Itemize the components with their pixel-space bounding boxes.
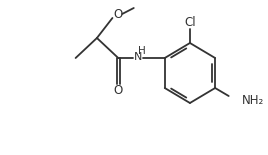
Text: NH₂: NH₂ <box>242 93 265 106</box>
Text: H: H <box>138 46 145 56</box>
Text: Cl: Cl <box>184 16 196 29</box>
Text: O: O <box>114 84 123 97</box>
Text: O: O <box>114 9 123 22</box>
Text: N: N <box>133 52 142 62</box>
